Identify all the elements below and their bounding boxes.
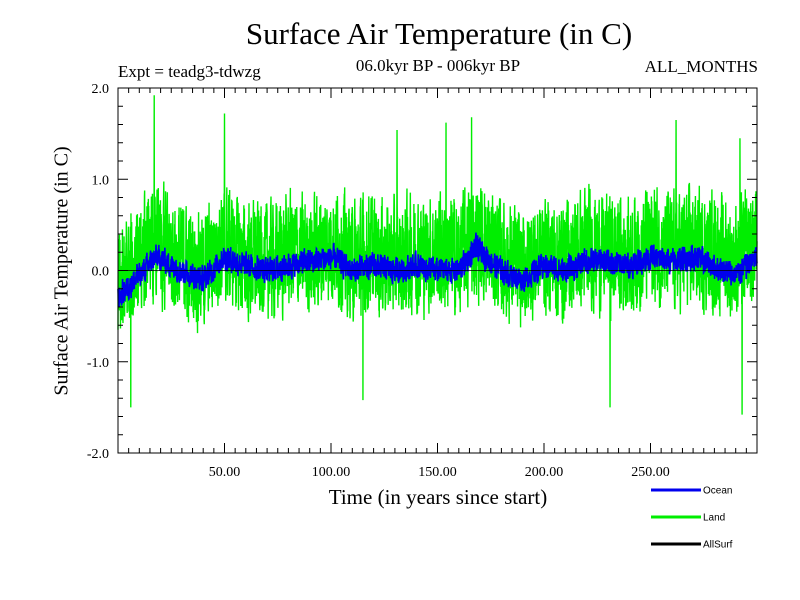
x-tick-label: 100.00: [312, 465, 351, 480]
series-line-ocean: [117, 232, 758, 307]
experiment-label: Expt = teadg3-tdwzg: [118, 62, 261, 81]
legend: Ocean Land AllSurf: [651, 486, 733, 551]
x-tick-label: 200.00: [525, 465, 564, 480]
months-label: ALL_MONTHS: [644, 57, 758, 76]
legend-label-allsurf: AllSurf: [703, 540, 733, 551]
chart-title: Surface Air Temperature (in C): [245, 16, 633, 51]
legend-label-ocean: Ocean: [703, 486, 732, 497]
y-tick-label: -2.0: [87, 447, 109, 462]
series-layer: [117, 95, 758, 415]
axis-layer: 50.00 100.00 150.00 200.00 250.00 -2.0 -1.0 0.0…: [87, 82, 758, 480]
x-axis-label: Time (in years since start): [328, 485, 548, 509]
period-label: 06.0kyr BP - 006kyr BP: [355, 56, 521, 75]
x-tick-label: 50.00: [209, 465, 241, 480]
legend-label-land: Land: [703, 513, 725, 524]
series-line-land: [117, 95, 758, 415]
y-tick-label: 2.0: [92, 82, 110, 97]
x-tick-label: 150.00: [418, 465, 457, 480]
x-tick-label: 250.00: [631, 465, 670, 480]
y-tick-label: -1.0: [87, 356, 109, 371]
y-tick-label: 0.0: [92, 265, 110, 280]
y-tick-label: 1.0: [92, 173, 110, 188]
